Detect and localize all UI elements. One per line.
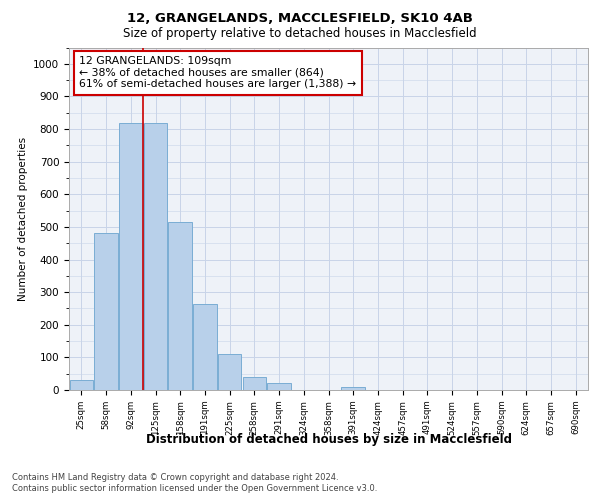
Bar [94, 234, 118, 390]
Y-axis label: Number of detached properties: Number of detached properties [17, 136, 28, 301]
Bar [341, 386, 365, 390]
Bar [268, 384, 291, 390]
Text: Size of property relative to detached houses in Macclesfield: Size of property relative to detached ho… [123, 28, 477, 40]
Bar [242, 377, 266, 390]
Bar [193, 304, 217, 390]
Text: Contains public sector information licensed under the Open Government Licence v3: Contains public sector information licen… [12, 484, 377, 493]
Bar [144, 122, 167, 390]
Text: Contains HM Land Registry data © Crown copyright and database right 2024.: Contains HM Land Registry data © Crown c… [12, 472, 338, 482]
Text: 12, GRANGELANDS, MACCLESFIELD, SK10 4AB: 12, GRANGELANDS, MACCLESFIELD, SK10 4AB [127, 12, 473, 26]
Bar [218, 354, 241, 390]
Bar [119, 122, 143, 390]
Bar [70, 380, 93, 390]
Text: 12 GRANGELANDS: 109sqm
← 38% of detached houses are smaller (864)
61% of semi-de: 12 GRANGELANDS: 109sqm ← 38% of detached… [79, 56, 356, 90]
Bar [169, 222, 192, 390]
Text: Distribution of detached houses by size in Macclesfield: Distribution of detached houses by size … [146, 432, 512, 446]
